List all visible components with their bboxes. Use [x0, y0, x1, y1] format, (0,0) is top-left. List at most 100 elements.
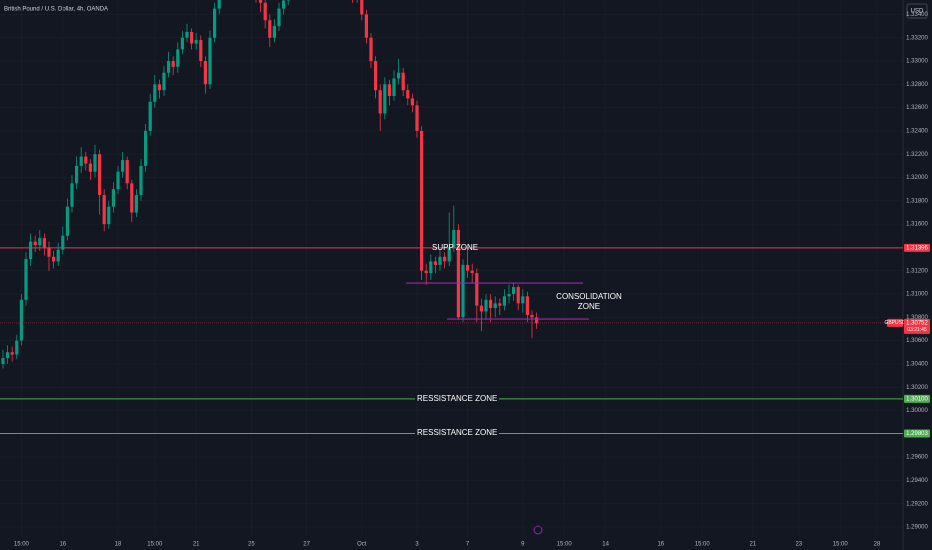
candle-body [120, 160, 125, 172]
candle-body [392, 78, 396, 96]
candle-body [111, 189, 116, 207]
y-tick-label: 1.32800 [906, 82, 928, 88]
candle-body [378, 90, 382, 114]
candle-body [93, 154, 97, 172]
candle-body [208, 37, 212, 85]
y-tick-label: 1.29200 [906, 501, 928, 507]
candle-body [19, 299, 24, 341]
y-tick-label: 1.32000 [906, 175, 928, 181]
candle-body [360, 0, 364, 15]
y-tick-label: 1.30200 [906, 385, 928, 391]
level-price-box [904, 243, 930, 252]
candle-body [116, 171, 120, 190]
y-tick-label: 1.31200 [906, 268, 928, 274]
event-icon[interactable] [533, 525, 543, 535]
last-price: 1.30752 [906, 320, 928, 326]
x-tick-label: 16 [59, 542, 66, 548]
candle-body [502, 296, 507, 306]
candle-body [185, 31, 189, 38]
candle-body [475, 273, 479, 306]
candle-body [5, 352, 10, 359]
candle-body [176, 49, 180, 67]
y-tick-label: 1.33400 [906, 12, 928, 18]
y-tick-label: 1.29600 [906, 455, 928, 461]
zone-label: CONSOLIDATION ZONE [556, 292, 622, 312]
y-tick-label: 1.30400 [906, 361, 928, 367]
candle-body [42, 238, 47, 248]
candle-body [189, 31, 194, 44]
x-tick-label: 27 [303, 542, 310, 548]
level-price-box [904, 394, 930, 403]
candle-body [139, 165, 143, 195]
candle-body [263, 2, 267, 21]
candle-body [10, 352, 14, 355]
candle-body [498, 303, 502, 306]
x-tick-label: 15:00 [147, 542, 163, 548]
y-tick-label: 1.30600 [906, 338, 928, 344]
last-price-box [904, 318, 930, 334]
candle-body [488, 299, 493, 308]
candle-body [162, 72, 166, 91]
y-tick-label: 1.31600 [906, 222, 928, 228]
candle-body [61, 235, 65, 250]
candle-body [410, 98, 415, 106]
symbol-label: GBPUSD [884, 320, 906, 326]
candle-body [396, 72, 401, 79]
candle-body [452, 229, 456, 248]
x-tick-label: 3 [415, 542, 419, 548]
level-price: 1.31396 [906, 245, 928, 251]
candle-body [51, 256, 56, 262]
candle-body [212, 8, 217, 38]
candle-body [470, 270, 474, 274]
candle-body [401, 72, 405, 91]
candle-body [447, 247, 451, 262]
x-tick-label: 25 [248, 542, 255, 548]
candle-body [28, 241, 33, 260]
candle-body [84, 156, 88, 164]
candle-body [525, 296, 530, 315]
x-tick-label: 23 [795, 542, 802, 548]
candle-body [415, 105, 419, 131]
level-price: 1.30100 [906, 396, 928, 402]
candle-body [277, 8, 281, 27]
candle-body [217, 0, 221, 9]
candle-body [47, 247, 51, 257]
candle-body [97, 154, 102, 195]
currency[interactable]: USD [911, 9, 924, 15]
candle-body [74, 165, 79, 184]
y-tick-label: 1.32400 [906, 129, 928, 135]
x-tick-label: 15:00 [833, 542, 849, 548]
candle-body [507, 294, 511, 297]
x-tick-label: 18 [115, 542, 122, 548]
level-price: 1.29803 [906, 431, 928, 437]
candle-body [419, 130, 424, 271]
y-tick-label: 1.30000 [906, 408, 928, 414]
candle-body [70, 183, 74, 207]
candle-body [130, 183, 134, 213]
y-tick-label: 1.32600 [906, 105, 928, 111]
candle-body [199, 40, 203, 62]
candle-body [424, 270, 428, 274]
candle-body [38, 238, 42, 246]
x-tick-label: 14 [602, 542, 609, 548]
candle-body [442, 256, 447, 262]
candle-body [24, 259, 28, 300]
x-tick-label: 28 [874, 542, 881, 548]
candle-body [166, 61, 171, 73]
candle-body [79, 156, 83, 166]
candle-body [383, 84, 387, 114]
candle-body [1, 358, 5, 364]
candle-body [15, 340, 19, 355]
candle-body [134, 194, 139, 213]
candle-body [534, 317, 539, 324]
x-tick-label: 15:00 [695, 542, 711, 548]
x-tick-label: 15:00 [557, 542, 573, 548]
level-annotation: SUPP ZONE [432, 242, 479, 252]
candle-body [461, 264, 465, 318]
currency-button[interactable] [906, 3, 928, 19]
candle-body [125, 160, 129, 184]
y-tick-label: 1.29000 [906, 525, 928, 531]
candle-body [107, 206, 111, 225]
